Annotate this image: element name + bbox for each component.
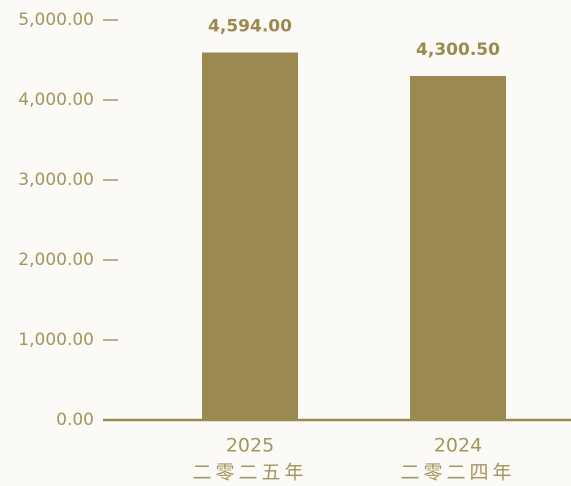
y-tick-label: 1,000.00 — [18, 330, 94, 350]
y-tick-label: 3,000.00 — [18, 170, 94, 190]
x-tick-label: 2025 — [226, 435, 274, 457]
value-label: 4,594.00 — [208, 16, 292, 36]
value-label: 4,300.50 — [416, 40, 500, 60]
y-tick-label: 4,000.00 — [18, 90, 94, 110]
x-tick-label: 2024 — [434, 435, 482, 457]
x-tick-sublabel: 二零二四年 — [400, 462, 515, 484]
y-tick-label: 0.00 — [56, 410, 94, 430]
bar — [410, 75, 506, 421]
bar — [202, 52, 298, 420]
y-tick-label: 2,000.00 — [18, 250, 94, 270]
x-tick-sublabel: 二零二五年 — [192, 462, 307, 484]
y-tick-label: 5,000.00 — [18, 10, 94, 30]
